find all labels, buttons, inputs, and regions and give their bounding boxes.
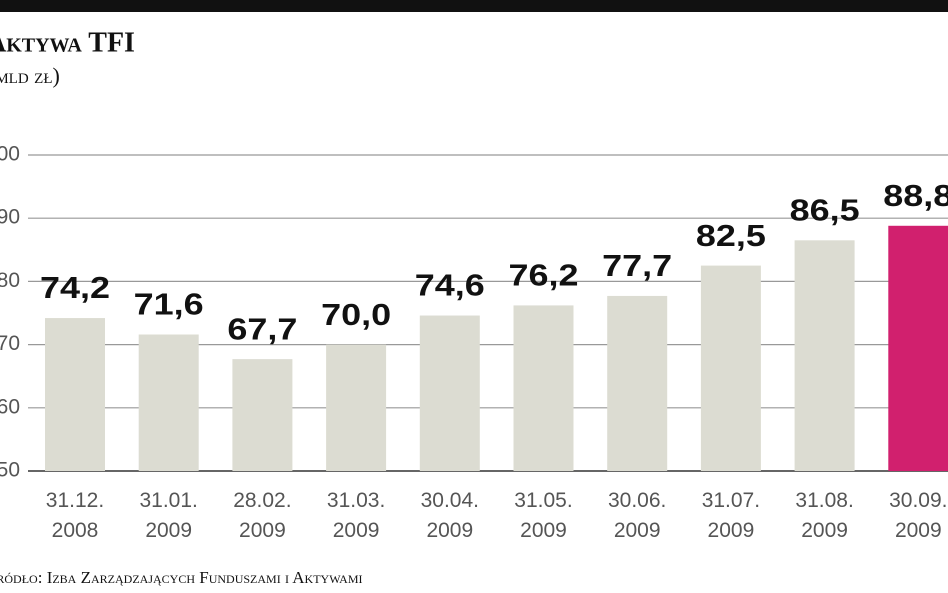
bar (138, 334, 199, 471)
x-tick-label: 31.08. 2009 (795, 489, 854, 542)
value-label: 77,7 (602, 248, 672, 283)
value-label: 86,5 (790, 193, 860, 228)
bar (232, 359, 293, 471)
y-tick-label: 80 (0, 269, 20, 292)
bar (700, 265, 761, 471)
x-tick-label: 30.09. 2009 (889, 489, 948, 542)
bar (607, 295, 668, 471)
y-tick-label: 60 (0, 395, 20, 418)
bar (326, 344, 387, 471)
y-tick-label: 50 (0, 459, 20, 482)
value-label: 67,7 (227, 311, 297, 346)
x-tick-label: 31.03. 2009 (326, 489, 386, 542)
chart-subtitle: (mld zł) (0, 63, 60, 88)
bar (794, 240, 855, 471)
value-label: 82,5 (696, 218, 766, 253)
value-label: 88,8 (883, 178, 948, 213)
x-tick-label: 31.07. 2009 (701, 489, 761, 542)
bar (45, 318, 105, 471)
x-tick-label: 31.05. 2009 (514, 489, 573, 542)
x-tick-label: 28.02. 2009 (233, 489, 292, 542)
value-label: 70,0 (321, 297, 391, 332)
y-tick-label: 90 (0, 206, 20, 229)
bar (419, 315, 480, 471)
bar (888, 225, 948, 471)
top-bar (0, 0, 948, 12)
x-tick-label: 31.01. 2009 (139, 489, 198, 542)
x-tick-label: 31.12. 2008 (45, 489, 105, 542)
x-tick-label: 30.04. 2009 (420, 489, 479, 542)
y-tick-label: 100 (0, 143, 20, 166)
value-label: 74,2 (40, 270, 110, 305)
x-tick-label: 30.06. 2009 (607, 489, 667, 542)
value-label: 76,2 (509, 258, 579, 293)
chart-title: Aktywa TFI (0, 27, 135, 58)
source: Źródło: Izba Zarządzających Funduszami i… (0, 568, 363, 587)
bar (513, 305, 574, 471)
value-label: 74,6 (415, 268, 485, 303)
y-tick-label: 70 (0, 332, 20, 355)
value-label: 71,6 (134, 287, 204, 322)
